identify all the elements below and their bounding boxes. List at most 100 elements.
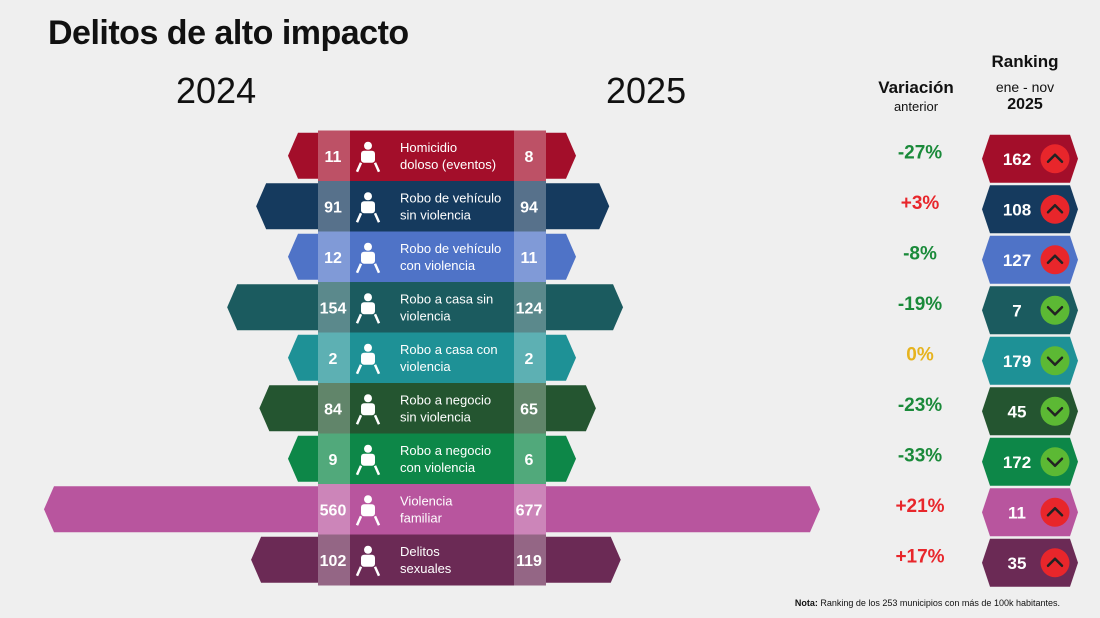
chevron-down-icon	[1046, 306, 1064, 316]
category-label: Robo a casa con	[400, 342, 498, 357]
icon-head	[364, 192, 372, 201]
page-title: Delitos de alto impacto	[48, 14, 409, 52]
value-label-2024: 154	[320, 300, 347, 317]
category-label: violencia	[400, 359, 451, 374]
category-label: Robo de vehículo	[400, 241, 501, 256]
value-label-2025: 6	[525, 452, 534, 469]
car-icon	[355, 192, 381, 223]
bar-2024	[227, 284, 318, 331]
bar-2024	[259, 385, 318, 432]
value-label-2025: 124	[516, 300, 543, 317]
icon-limbs	[355, 313, 381, 324]
variation-value: -8%	[903, 244, 937, 265]
category-cell	[350, 332, 514, 384]
category-label: sin violencia	[400, 207, 472, 222]
chevron-up-icon	[1046, 204, 1064, 214]
year-label-2025: 2025	[606, 70, 687, 111]
bar-2025	[546, 132, 576, 179]
icon-limbs	[355, 566, 381, 577]
variation-value: +21%	[895, 496, 944, 517]
icon-head	[364, 444, 372, 453]
value-label-2024: 2	[329, 351, 338, 368]
car-robbery-icon	[355, 242, 381, 274]
ranking-header-title: Ranking	[991, 52, 1059, 71]
category-label: Robo a negocio	[400, 443, 491, 458]
value-label-2025: 2	[525, 351, 534, 368]
ranking-value: 179	[1003, 352, 1031, 371]
variation-value: 0%	[906, 345, 934, 366]
icon-limbs	[355, 414, 381, 425]
chevron-down-icon	[1046, 356, 1064, 366]
category-label: con violencia	[400, 258, 476, 273]
icon-body	[361, 302, 375, 315]
cell-2024-bg	[318, 282, 350, 333]
ranking-value: 35	[1008, 554, 1027, 573]
cell-2024-bg	[318, 484, 350, 535]
cell-2024-bg	[318, 433, 350, 485]
icon-limbs	[355, 465, 381, 476]
icon-limbs	[355, 364, 381, 375]
ranking-header: Ranking ene - nov 2025	[975, 52, 1075, 114]
cell-2024-bg	[318, 534, 350, 586]
category-label: con violencia	[400, 460, 476, 475]
footnote-label: Nota:	[794, 598, 818, 608]
value-label-2024: 12	[324, 250, 342, 267]
trend-up-icon	[1040, 144, 1070, 174]
value-label-2025: 677	[516, 502, 543, 519]
icon-head	[364, 343, 372, 352]
cell-2025-bg	[514, 433, 546, 485]
category-cell	[350, 181, 514, 232]
icon-body	[361, 403, 375, 416]
year-label-2024: 2024	[176, 70, 257, 111]
icon-head	[364, 242, 372, 251]
cell-2024-bg	[318, 130, 350, 182]
variation-value: -19%	[898, 294, 942, 315]
variation-value: -23%	[898, 395, 942, 416]
category-label: sin violencia	[400, 409, 472, 424]
ranking-value: 162	[1003, 150, 1031, 169]
value-label-2025: 65	[520, 401, 538, 418]
bar-2025	[546, 486, 820, 533]
cell-2025-bg	[514, 130, 546, 182]
footnote-text: Ranking de los 253 municipios con más de…	[820, 598, 1060, 608]
icon-head	[364, 293, 372, 302]
category-label: Robo de vehículo	[400, 190, 501, 205]
value-label-2024: 91	[324, 199, 342, 216]
trend-up-icon	[1040, 548, 1070, 578]
trend-up-icon	[1040, 245, 1070, 275]
house-icon	[355, 293, 381, 324]
value-label-2025: 119	[516, 553, 542, 570]
ranking-value: 127	[1003, 251, 1031, 270]
bar-2024	[251, 536, 318, 583]
category-label: Delitos	[400, 544, 440, 559]
cell-2025-bg	[514, 231, 546, 283]
icon-head	[364, 495, 372, 504]
bar-2024	[256, 183, 318, 230]
trend-down-icon	[1040, 346, 1070, 376]
category-label: Robo a negocio	[400, 392, 491, 407]
hand-fist-icon	[355, 545, 381, 577]
variation-value: -33%	[898, 446, 942, 467]
cell-2025-bg	[514, 484, 546, 535]
category-label: Homicidio	[400, 140, 457, 155]
variation-header-sub: anterior	[893, 99, 939, 114]
money-bag-icon	[355, 394, 381, 425]
category-cell	[350, 282, 514, 333]
cell-2025-bg	[514, 181, 546, 232]
icon-head	[364, 394, 372, 403]
category-label: Violencia	[400, 493, 453, 508]
cell-2024-bg	[318, 332, 350, 384]
footnote: Nota: Ranking de los 253 municipios con …	[795, 598, 1060, 608]
ranking-value: 7	[1012, 301, 1021, 320]
icon-body	[361, 150, 375, 163]
category-label: violencia	[400, 308, 451, 323]
ranking-value: 108	[1003, 200, 1031, 219]
value-label-2025: 94	[520, 199, 538, 216]
category-label: Robo a casa sin	[400, 291, 493, 306]
ranking-value: 172	[1003, 453, 1031, 472]
door-intruder-icon	[355, 343, 381, 375]
bar-2025	[546, 284, 624, 331]
value-label-2024: 560	[320, 502, 347, 519]
variation-value: +3%	[901, 193, 940, 214]
value-label-2024: 84	[324, 401, 342, 418]
